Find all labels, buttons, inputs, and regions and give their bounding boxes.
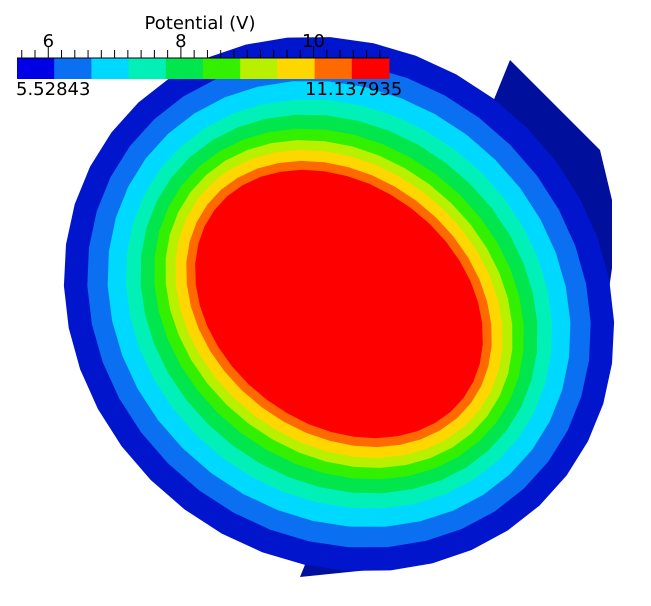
contour-rings (63, 37, 615, 571)
contour-ring-10 (195, 169, 483, 439)
colorbar-swatch-5 (165, 58, 204, 79)
colorbar-swatch-4 (128, 58, 167, 79)
colorbar-max-label: 11.137935 (305, 79, 403, 100)
colorbar-ticks (21, 46, 381, 58)
colorbar-tick-label-10: 10 (302, 31, 325, 52)
colorbar-min-label: 5.52843 (16, 79, 91, 100)
colorbar-swatch-10 (351, 58, 390, 79)
colorbar-swatch-8 (277, 58, 316, 79)
colorbar (17, 46, 390, 79)
colorbar-swatches (17, 58, 390, 79)
colorbar-title: Potential (V) (144, 13, 256, 34)
colorbar-swatch-3 (91, 58, 130, 79)
colorbar-swatch-1 (17, 58, 55, 79)
colorbar-tick-label-6: 6 (42, 31, 55, 52)
colorbar-swatch-6 (203, 58, 241, 79)
colorbar-swatch-7 (240, 58, 278, 79)
colorbar-swatch-9 (314, 58, 353, 79)
colorbar-swatch-2 (54, 58, 92, 79)
colorbar-tick-label-8: 8 (175, 31, 187, 52)
